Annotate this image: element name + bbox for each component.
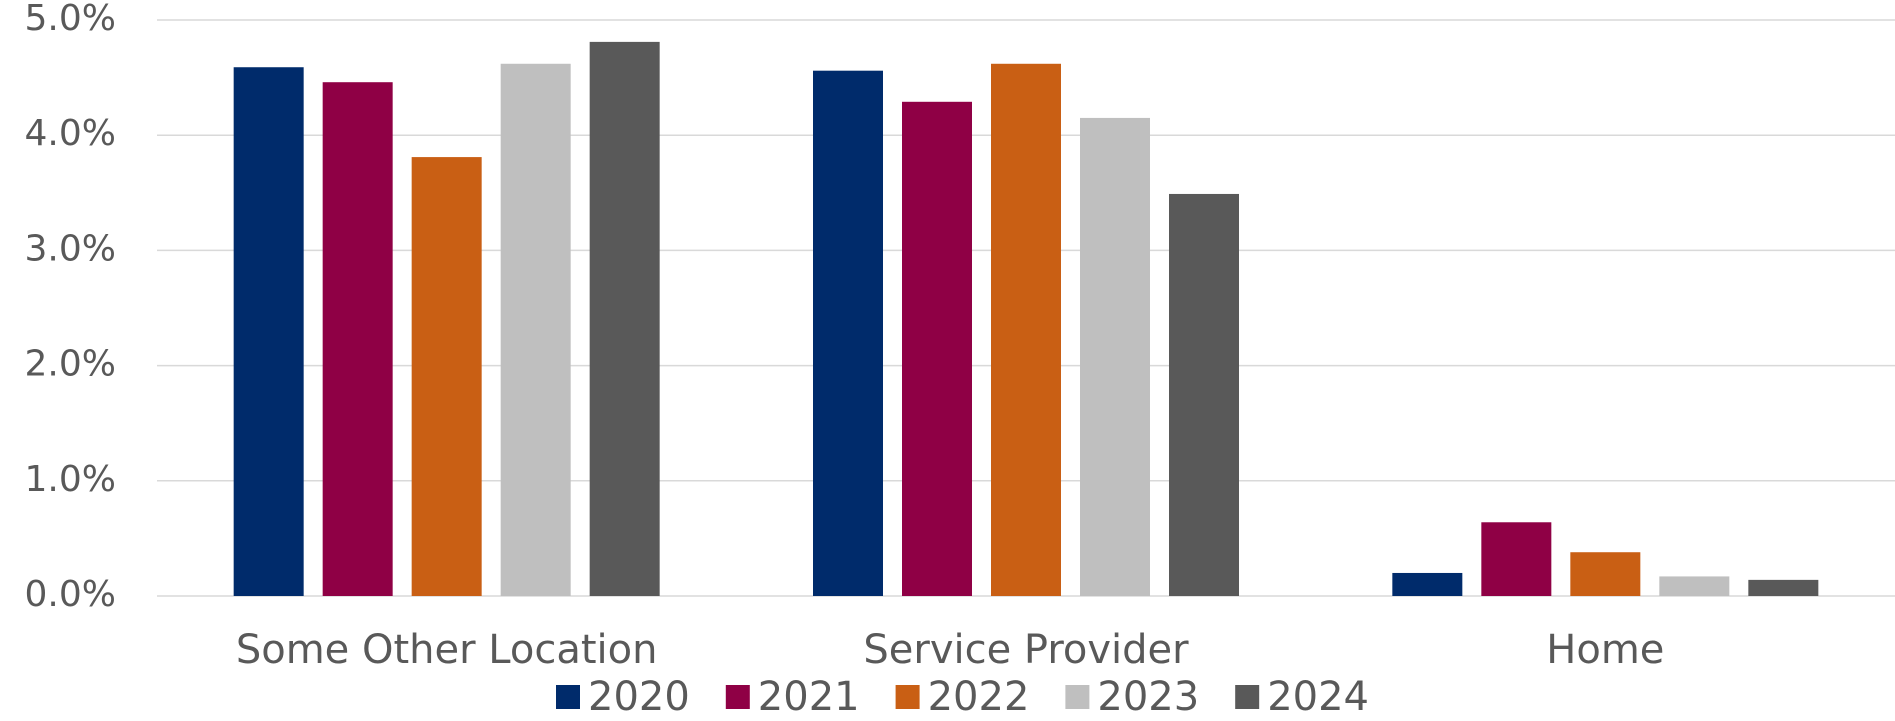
- legend-swatch: [895, 685, 920, 709]
- legend-swatch: [1235, 685, 1260, 709]
- legend-label: 2022: [928, 674, 1030, 720]
- y-tick-label: 0.0%: [25, 574, 116, 615]
- legend-label: 2024: [1267, 674, 1369, 720]
- bar: [589, 41, 660, 596]
- x-tick-label: Some Other Location: [236, 627, 658, 673]
- y-tick-label: 3.0%: [25, 228, 116, 269]
- legend-swatch: [725, 685, 750, 709]
- bar: [233, 67, 304, 597]
- bar: [1570, 552, 1641, 596]
- legend-swatch: [556, 685, 580, 709]
- x-tick-label: Home: [1546, 627, 1664, 673]
- bar: [411, 157, 482, 596]
- bar: [991, 63, 1061, 596]
- bar: [500, 63, 571, 596]
- y-tick-label: 4.0%: [25, 113, 116, 154]
- bar: [1659, 576, 1730, 596]
- y-tick-label: 1.0%: [25, 459, 116, 500]
- bar: [813, 70, 883, 597]
- bar: [1392, 572, 1463, 596]
- bar: [1748, 579, 1819, 596]
- legend-swatch: [1065, 685, 1090, 709]
- legend-label: 2023: [1097, 674, 1199, 720]
- y-tick-label: 5.0%: [25, 0, 116, 39]
- bar: [322, 82, 393, 596]
- bar: [902, 101, 972, 597]
- y-tick-label: 2.0%: [25, 344, 116, 385]
- x-tick-label: Service Provider: [863, 627, 1189, 673]
- bar: [1481, 522, 1552, 596]
- legend-label: 2020: [588, 674, 690, 720]
- legend-label: 2021: [758, 674, 860, 720]
- bar: [1080, 117, 1150, 597]
- bar: [1169, 193, 1239, 596]
